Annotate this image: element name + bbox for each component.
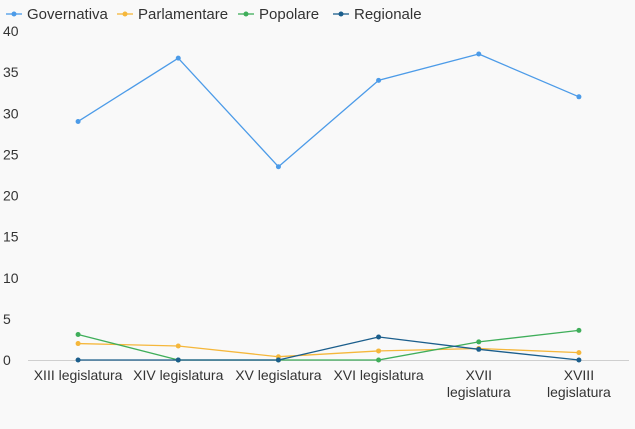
data-point-regionale-5 (576, 357, 582, 363)
legend-swatch-marker-governativa (11, 11, 17, 17)
data-point-parlamentare-5 (576, 350, 582, 356)
x-tick-label-0-line-0: XIII legislatura (34, 367, 123, 383)
legend-label-parlamentare: Parlamentare (138, 6, 228, 23)
x-tick-label-1-line-0: XIV legislatura (133, 367, 223, 383)
series-line-governativa (77, 53, 580, 168)
data-point-regionale-0 (75, 357, 81, 363)
legend-swatch-marker-parlamentare (122, 11, 128, 17)
x-tick-label-5-line-0: XVIII (564, 367, 594, 383)
data-point-regionale-3 (376, 334, 382, 340)
data-point-popolare-4 (476, 339, 482, 345)
data-point-governativa-1 (175, 55, 181, 61)
y-tick-label-0: 0 (3, 352, 11, 368)
data-point-regionale-4 (476, 346, 482, 352)
y-tick-label-10: 10 (3, 270, 19, 286)
data-point-regionale-2 (275, 357, 281, 363)
series-line-popolare (77, 329, 579, 361)
x-tick-label-5-line-1: legislatura (547, 384, 611, 400)
data-point-parlamentare-1 (175, 343, 181, 349)
legend-swatch-marker-regionale (338, 11, 344, 17)
data-point-popolare-3 (376, 357, 382, 363)
x-tick-label-3-line-0: XVI legislatura (333, 367, 423, 383)
y-tick-label-5: 5 (3, 311, 11, 327)
legend-swatch-marker-popolare (243, 11, 249, 17)
data-point-governativa-5 (576, 94, 582, 100)
y-tick-label-15: 15 (3, 229, 19, 245)
legend-label-regionale: Regionale (354, 6, 422, 23)
x-tick-label-4-line-0: XVII (466, 367, 492, 383)
x-tick-label-2-line-0: XV legislatura (235, 367, 322, 383)
series-line-regionale (78, 336, 579, 361)
data-point-governativa-3 (376, 77, 382, 83)
data-point-parlamentare-0 (75, 341, 81, 347)
data-point-parlamentare-3 (376, 348, 382, 354)
data-point-popolare-5 (576, 327, 582, 333)
data-point-governativa-0 (75, 118, 81, 124)
y-tick-label-35: 35 (3, 64, 19, 80)
x-tick-label-4-line-1: legislatura (447, 384, 511, 400)
data-point-popolare-0 (75, 332, 81, 338)
data-point-regionale-1 (175, 357, 181, 363)
y-tick-label-25: 25 (3, 146, 19, 162)
data-point-governativa-2 (275, 164, 281, 170)
y-tick-label-20: 20 (3, 188, 19, 204)
data-point-governativa-4 (476, 51, 482, 57)
y-tick-label-30: 30 (3, 105, 19, 121)
legend-label-governativa: Governativa (27, 6, 109, 23)
legend-label-popolare: Popolare (259, 6, 319, 23)
series-line-parlamentare (78, 342, 579, 358)
y-tick-label-40: 40 (3, 23, 19, 39)
